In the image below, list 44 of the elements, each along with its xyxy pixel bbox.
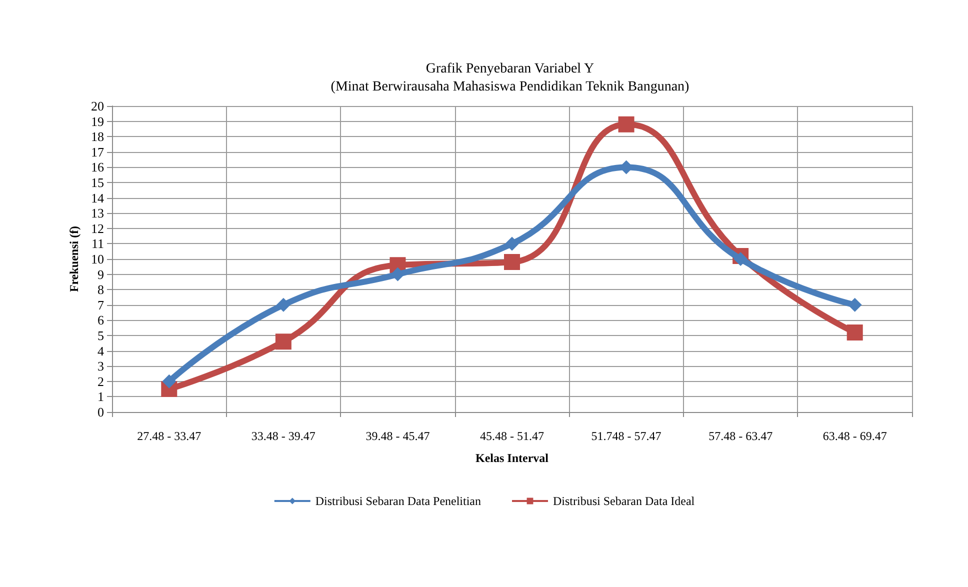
point [275,334,292,350]
x-tick-label: 39.48 - 45.47 [366,429,430,443]
y-tick-label: 5 [98,328,104,343]
y-tick-label: 13 [91,206,104,221]
x-tick-label: 57.48 - 63.47 [708,429,773,443]
point [504,254,520,270]
y-tick-label: 4 [98,343,104,358]
x-tick-label: 27.48 - 33.47 [137,429,202,443]
point [734,252,748,266]
x-tick-label: 51.748 - 57.47 [591,429,662,443]
y-tick-label: 16 [91,160,104,175]
point [390,267,405,282]
point [162,374,176,388]
y-tick-label: 7 [98,297,104,312]
y-tick-label: 1 [98,389,104,404]
y-tick-label: 14 [91,190,104,206]
y-tick-label: 15 [91,175,104,190]
y-axis-title: Frekuensi (f) [67,226,81,292]
y-tick-label: 10 [91,252,104,266]
point [618,116,634,132]
y-tick-label: 2 [98,374,104,389]
x-tick-label: 63.48 - 69.47 [822,429,887,443]
y-tick-label: 6 [98,312,104,328]
y-tick-label: 17 [91,144,104,160]
legend-label: Distribusi Sebaran Data Ideal [553,494,696,508]
x-tick-label: 45.48 - 51.47 [480,429,544,443]
y-tick-label: 11 [91,236,104,252]
chart-title: Grafik Penyebaran Variabel Y [426,62,594,76]
chart-subtitle: (Minat Berwirausaha Mahasiswa Pendidikan Teknik Bangunan) [330,80,690,94]
y-tick-label: 12 [91,220,104,236]
y-tick-label: 19 [91,114,104,129]
y-tick-label: 9 [98,266,104,282]
point [846,324,863,340]
point [276,298,290,312]
legend-label: Distribusi Sebaran Data Penelitian [315,494,482,508]
y-tick-label: 18 [91,129,104,144]
x-axis-title: Kelas Interval [476,451,550,465]
y-tick-label: 3 [98,358,104,374]
point [505,236,519,251]
point [848,298,862,312]
x-tick-label: 33.48 - 39.47 [251,429,316,443]
y-tick-label: 20 [91,98,104,114]
y-tick-label: 0 [98,404,104,420]
y-tick-label: 8 [98,282,104,298]
